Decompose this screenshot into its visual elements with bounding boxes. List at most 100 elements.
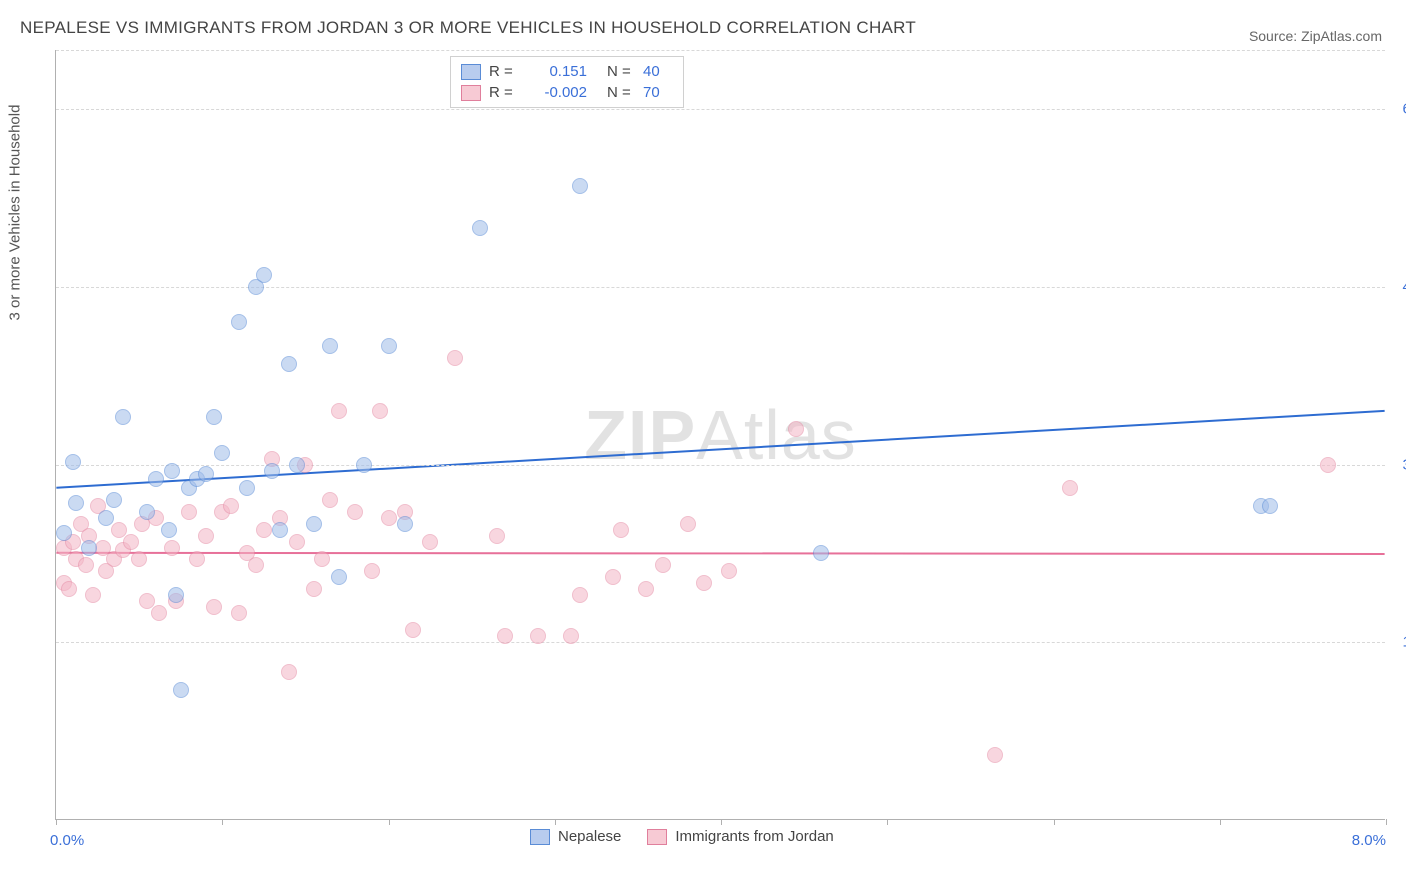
data-point <box>131 551 147 567</box>
data-point <box>214 445 230 461</box>
data-point <box>198 466 214 482</box>
regression-line <box>56 553 1384 554</box>
data-point <box>397 516 413 532</box>
data-point <box>168 587 184 603</box>
x-axis-min-label: 0.0% <box>50 832 84 849</box>
swatch-blue-icon <box>530 829 550 845</box>
data-point <box>123 534 139 550</box>
data-point <box>289 534 305 550</box>
data-point <box>987 747 1003 763</box>
data-point <box>813 545 829 561</box>
regression-line <box>56 411 1384 488</box>
y-tick-label: 15.0% <box>1390 634 1406 651</box>
n-value-2: 70 <box>643 84 673 101</box>
data-point <box>306 581 322 597</box>
data-point <box>563 628 579 644</box>
n-value-1: 40 <box>643 63 673 80</box>
data-point <box>788 421 804 437</box>
data-point <box>572 178 588 194</box>
data-point <box>331 403 347 419</box>
legend-series: Nepalese Immigrants from Jordan <box>530 828 834 845</box>
data-point <box>497 628 513 644</box>
data-point <box>151 605 167 621</box>
gridline <box>56 465 1385 466</box>
data-point <box>223 498 239 514</box>
y-tick-label: 30.0% <box>1390 456 1406 473</box>
data-point <box>289 457 305 473</box>
legend-label-2: Immigrants from Jordan <box>675 828 833 845</box>
data-point <box>161 522 177 538</box>
plot-inner: ZIPAtlas 15.0%30.0%45.0%60.0% <box>56 50 1385 819</box>
y-tick-label: 45.0% <box>1390 278 1406 295</box>
data-point <box>447 350 463 366</box>
data-point <box>164 463 180 479</box>
data-point <box>381 510 397 526</box>
data-point <box>655 557 671 573</box>
gridline <box>56 50 1385 51</box>
data-point <box>281 356 297 372</box>
data-point <box>472 220 488 236</box>
legend-label-1: Nepalese <box>558 828 621 845</box>
data-point <box>61 581 77 597</box>
x-tick <box>555 819 556 825</box>
data-point <box>81 540 97 556</box>
data-point <box>231 605 247 621</box>
source-label: Source: ZipAtlas.com <box>1249 28 1382 44</box>
plot-area: ZIPAtlas 15.0%30.0%45.0%60.0% <box>55 50 1385 820</box>
legend-item-2: Immigrants from Jordan <box>647 828 833 845</box>
chart-container: NEPALESE VS IMMIGRANTS FROM JORDAN 3 OR … <box>0 0 1406 892</box>
data-point <box>356 457 372 473</box>
data-point <box>85 587 101 603</box>
data-point <box>248 557 264 573</box>
legend-correlation: R = 0.151 N = 40 R = -0.002 N = 70 <box>450 56 684 108</box>
chart-title: NEPALESE VS IMMIGRANTS FROM JORDAN 3 OR … <box>20 18 916 38</box>
data-point <box>164 540 180 556</box>
y-tick-label: 60.0% <box>1390 101 1406 118</box>
data-point <box>605 569 621 585</box>
data-point <box>372 403 388 419</box>
data-point <box>1262 498 1278 514</box>
data-point <box>115 409 131 425</box>
x-tick <box>1220 819 1221 825</box>
data-point <box>173 682 189 698</box>
data-point <box>347 504 363 520</box>
data-point <box>613 522 629 538</box>
data-point <box>638 581 654 597</box>
data-point <box>78 557 94 573</box>
data-point <box>422 534 438 550</box>
data-point <box>405 622 421 638</box>
x-tick <box>1386 819 1387 825</box>
x-tick <box>1054 819 1055 825</box>
data-point <box>239 480 255 496</box>
x-tick <box>887 819 888 825</box>
x-tick <box>721 819 722 825</box>
data-point <box>139 504 155 520</box>
regression-lines <box>56 50 1385 819</box>
swatch-blue-icon <box>461 64 481 80</box>
legend-row-2: R = -0.002 N = 70 <box>461 82 673 103</box>
data-point <box>256 522 272 538</box>
data-point <box>206 409 222 425</box>
y-axis-label: 3 or more Vehicles in Household <box>7 105 24 321</box>
x-tick <box>389 819 390 825</box>
data-point <box>198 528 214 544</box>
gridline <box>56 642 1385 643</box>
data-point <box>65 454 81 470</box>
data-point <box>680 516 696 532</box>
data-point <box>181 504 197 520</box>
data-point <box>331 569 347 585</box>
data-point <box>272 522 288 538</box>
data-point <box>364 563 380 579</box>
data-point <box>148 471 164 487</box>
data-point <box>68 495 84 511</box>
data-point <box>322 492 338 508</box>
data-point <box>206 599 222 615</box>
swatch-pink-icon <box>647 829 667 845</box>
data-point <box>381 338 397 354</box>
data-point <box>489 528 505 544</box>
data-point <box>189 551 205 567</box>
data-point <box>1062 480 1078 496</box>
data-point <box>306 516 322 532</box>
n-label: N = <box>607 63 635 80</box>
data-point <box>106 492 122 508</box>
